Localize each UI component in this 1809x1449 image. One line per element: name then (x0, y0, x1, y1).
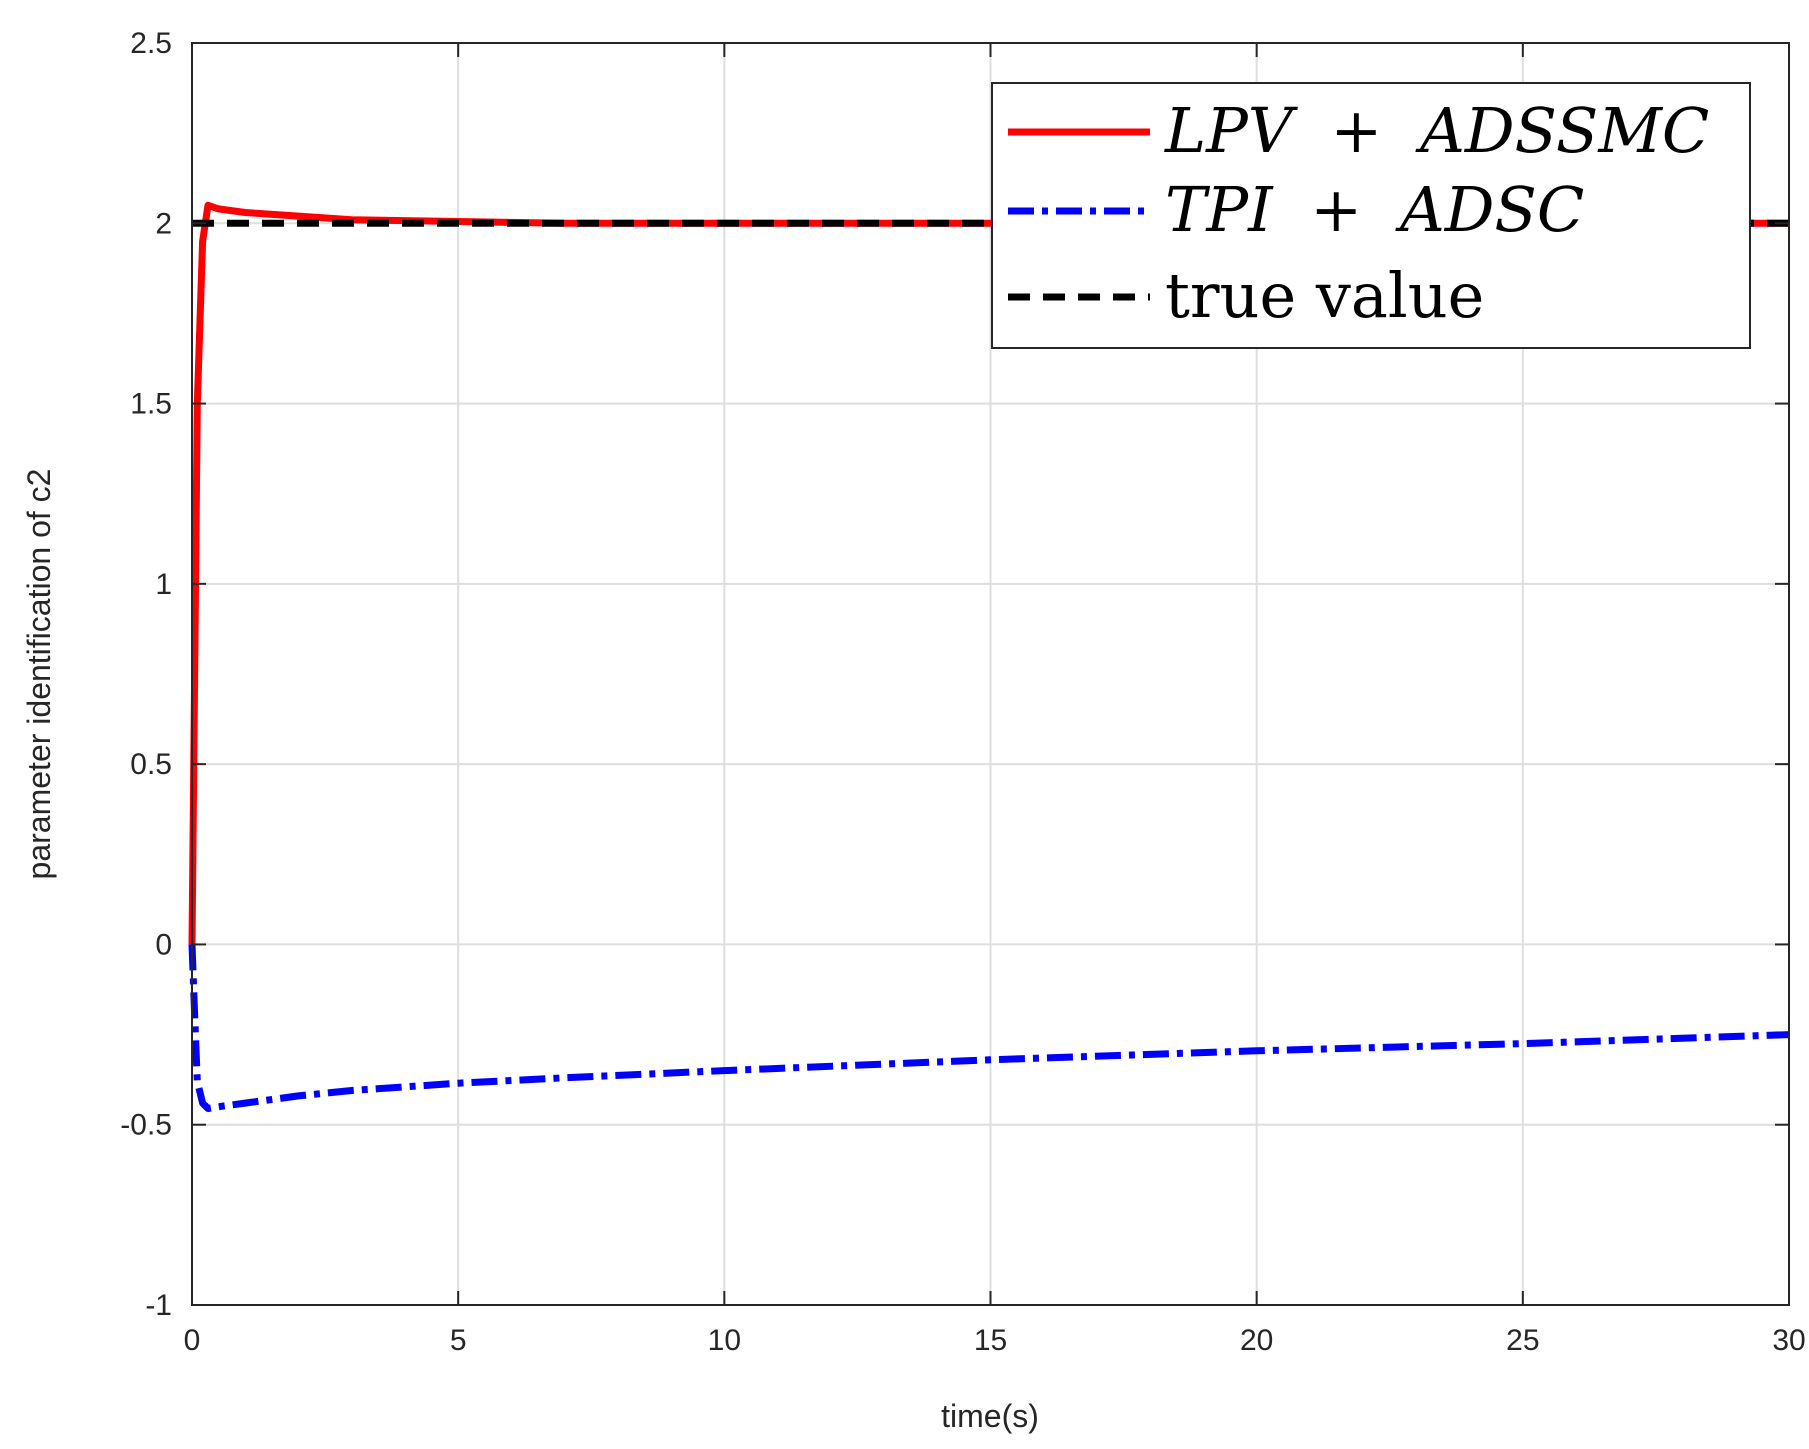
y-tick-label: 1.5 (130, 388, 172, 421)
legend-label-tpi-adsc: TPI + ADSC (1165, 173, 1584, 246)
x-tick-label: 15 (974, 1324, 1007, 1357)
y-axis-title: parameter identification of c2 (21, 469, 57, 880)
y-tick-label: 2.5 (130, 27, 172, 60)
tick-labels: 0 5 10 15 20 25 30 -1 -0.5 0 0.5 1 1.5 2 2.5 (120, 27, 1805, 1357)
legend-label-tpi-adsc-right: ADSC (1395, 173, 1584, 246)
legend-label-lpv-adssmc-right: ADSSMC (1415, 94, 1709, 167)
legend-label-tpi-adsc-plus: + (1310, 173, 1362, 246)
y-tick-label: -0.5 (120, 1109, 172, 1142)
legend-box (991, 82, 1751, 349)
y-tick-label: 0.5 (130, 748, 172, 781)
legend-label-tpi-adsc-left: TPI (1165, 173, 1274, 246)
legend-label-true-value: true value (1165, 259, 1484, 332)
legend-label-lpv-adssmc: LPV + ADSSMC (1164, 94, 1709, 167)
x-axis-title: time(s) (941, 1398, 1039, 1434)
y-tick-label: 0 (155, 928, 172, 961)
y-tick-label: 2 (155, 207, 172, 240)
x-tick-label: 30 (1772, 1324, 1805, 1357)
x-tick-label: 10 (708, 1324, 741, 1357)
legend: LPV + ADSSMC TPI + ADSC true value (991, 82, 1751, 349)
series-line-tpi-adsc (188, 944, 1790, 1112)
x-tick-label: 20 (1240, 1324, 1273, 1357)
ticks (191, 42, 1790, 1306)
legend-label-lpv-adssmc-left: LPV (1164, 94, 1299, 167)
y-tick-label: -1 (145, 1289, 172, 1322)
x-tick-label: 0 (184, 1324, 201, 1357)
y-tick-label: 1 (155, 568, 172, 601)
legend-label-lpv-adssmc-plus: + (1330, 94, 1382, 167)
x-tick-label: 5 (450, 1324, 467, 1357)
x-tick-label: 25 (1506, 1324, 1539, 1357)
